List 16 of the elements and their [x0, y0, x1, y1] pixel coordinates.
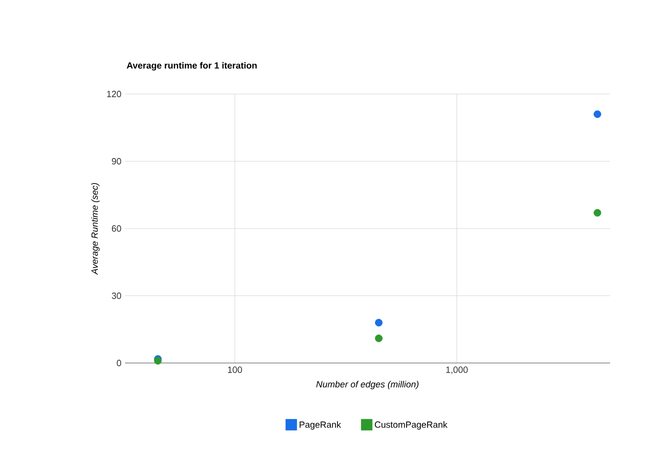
point — [374, 318, 383, 326]
chart-title: Average runtime for 1 iteration — [126, 62, 257, 70]
y-tick-label: 30 — [112, 292, 122, 299]
point — [374, 334, 383, 342]
legend-label: CustomPageRank — [374, 421, 448, 430]
y-tick-label: 90 — [112, 158, 122, 164]
x-tick-label: 100 — [228, 366, 242, 373]
legend-label: PageRank — [300, 421, 342, 430]
point — [594, 110, 602, 118]
x-axis-title: Number of edges (million) — [316, 380, 418, 390]
x-tick-label: 1,000 — [446, 366, 468, 374]
y-axis-title: Average Runtime (sec) — [91, 183, 100, 275]
y-tick-label: 120 — [107, 90, 122, 98]
y-tick-label: 60 — [112, 225, 122, 232]
y-tick-label: 0 — [116, 360, 122, 366]
point — [594, 209, 602, 217]
